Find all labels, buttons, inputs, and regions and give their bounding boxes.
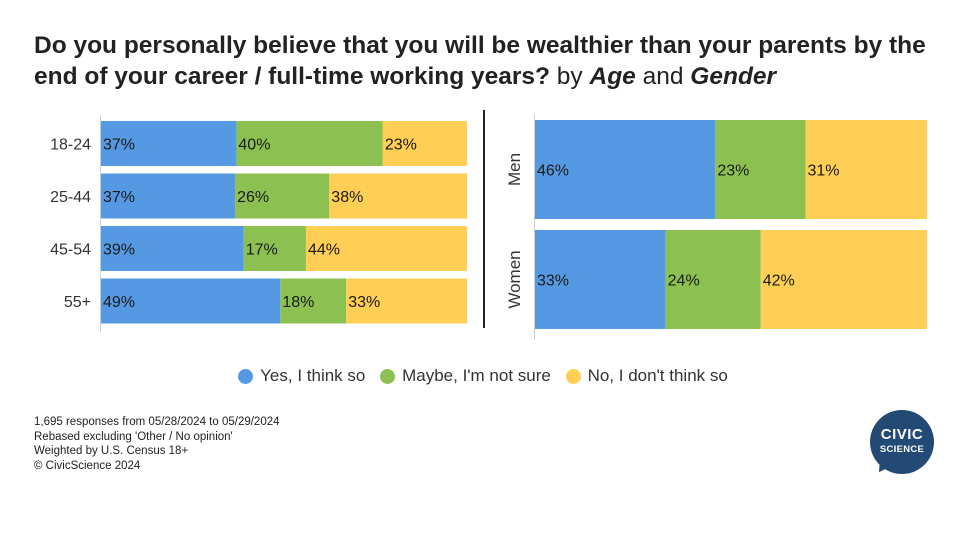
gender-bar-men-maybe [715, 120, 806, 219]
age-bar-4554-maybe [243, 226, 306, 271]
age-data-label-1824-yes: 37% [103, 137, 135, 154]
gender-bar-men-yes [535, 120, 716, 219]
age-bar-55-maybe [280, 278, 347, 324]
footnote-rebased: Rebased excluding 'Other / No opinion' [34, 430, 233, 443]
title-group-age: Age [589, 63, 636, 90]
gender-bar-men-no [805, 120, 927, 219]
gender-data-label-men-maybe: 23% [717, 163, 749, 180]
legend-item-maybe[interactable]: Maybe, I'm not sure [380, 366, 551, 386]
title-by: by [550, 63, 590, 90]
age-bar-2544-no [329, 173, 467, 219]
age-category-label-55: 55+ [64, 294, 91, 311]
gender-data-label-women-no: 42% [763, 273, 795, 290]
age-bar-2544-yes [101, 173, 236, 219]
gender-category-label-women: Women [505, 250, 524, 308]
age-bar-55-no [346, 278, 467, 324]
age-data-label-1824-no: 23% [385, 137, 417, 154]
gender-data-label-men-no: 31% [807, 163, 839, 180]
footnotes: 1,695 responses from 05/28/2024 to 05/29… [34, 415, 280, 473]
gender-data-label-women-maybe: 24% [668, 273, 700, 290]
gender-bar-women-no [760, 230, 927, 329]
age-data-label-2544-maybe: 26% [237, 189, 269, 206]
legend-label-no: No, I don't think so [587, 366, 728, 385]
legend-label-maybe: Maybe, I'm not sure [402, 366, 551, 385]
age-data-label-2544-no: 38% [331, 189, 363, 206]
age-bar-2544-maybe [235, 173, 330, 219]
age-category-label-2544: 25-44 [50, 189, 91, 206]
age-data-label-4554-no: 44% [308, 242, 340, 259]
legend-swatch-yes [238, 368, 254, 384]
gender-bar-women-maybe [665, 230, 761, 329]
title-group-gender: Gender [690, 63, 777, 90]
age-data-label-2544-yes: 37% [103, 189, 135, 206]
age-data-label-55-yes: 49% [103, 294, 135, 311]
age-category-label-4554: 45-54 [50, 242, 91, 259]
age-bar-4554-yes [101, 226, 244, 271]
age-data-label-4554-maybe: 17% [246, 242, 278, 259]
logo-line-science: SCIENCE [879, 444, 925, 455]
legend-swatch-no [565, 368, 581, 384]
logo-line-civic: CIVIC [880, 426, 924, 443]
gender-category-label-men: Men [505, 153, 524, 186]
age-data-label-1824-maybe: 40% [238, 137, 270, 154]
civicscience-logo: CIVIC SCIENCE [870, 410, 934, 477]
age-data-label-55-no: 33% [348, 294, 380, 311]
legend-label-yes: Yes, I think so [260, 366, 366, 385]
age-bar-1824-yes [101, 121, 237, 166]
age-bar-55-yes [101, 278, 281, 324]
gender-bar-women-yes [535, 230, 666, 329]
title-question: Do you personally believe that you will … [34, 32, 926, 90]
legend-item-no[interactable]: No, I don't think so [565, 366, 728, 386]
age-category-label-1824: 18-24 [50, 137, 91, 154]
age-data-label-4554-yes: 39% [103, 242, 135, 259]
age-bar-1824-maybe [236, 121, 383, 166]
legend-item-yes[interactable]: Yes, I think so [238, 366, 365, 386]
chart-title: Do you personally believe that you will … [34, 30, 944, 92]
footnote-responses: 1,695 responses from 05/28/2024 to 05/29… [34, 416, 280, 428]
legend: Yes, I think so Maybe, I'm not sure No, … [0, 366, 966, 389]
legend-swatch-maybe [380, 368, 396, 384]
footnote-weighted: Weighted by U.S. Census 18+ [34, 445, 189, 457]
footnote-copyright: © CivicScience 2024 [34, 459, 141, 472]
age-bar-1824-no [382, 121, 467, 166]
age-data-label-55-maybe: 18% [282, 294, 314, 311]
gender-data-label-women-yes: 33% [537, 273, 569, 290]
title-and: and [635, 63, 691, 90]
age-bar-4554-no [305, 226, 467, 271]
gender-data-label-men-yes: 46% [537, 163, 569, 180]
